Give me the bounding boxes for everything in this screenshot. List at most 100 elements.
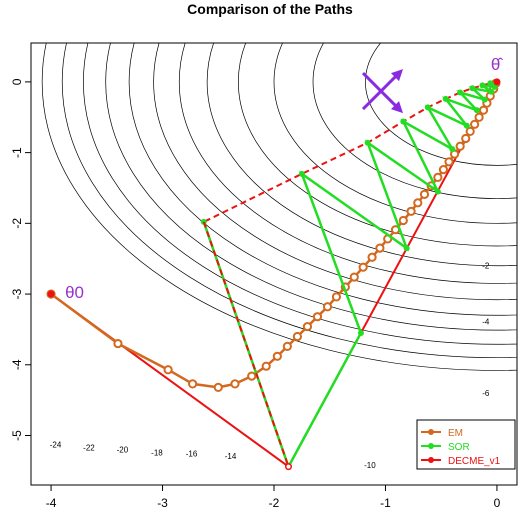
- contour-label-10: -22: [83, 443, 95, 452]
- axes: -4 -3 -2 -1 00-1-2-3-4-5: [10, 78, 501, 510]
- sor-point: [442, 95, 449, 102]
- contour-label-8: -18: [151, 448, 163, 457]
- y-tick-label: -4: [10, 359, 24, 370]
- contour-label-6: -14: [225, 452, 237, 461]
- legend-marker: [428, 429, 434, 435]
- contour-label-9: -20: [117, 445, 129, 454]
- contour-0: [365, 43, 517, 166]
- first-step-dashed: [202, 221, 290, 467]
- em-point: [247, 371, 257, 381]
- chart-title: Comparison of the Paths: [187, 1, 353, 17]
- contour-3: [238, 43, 517, 247]
- em-point: [406, 206, 416, 216]
- em-point: [478, 105, 489, 115]
- contour-9: [83, 43, 517, 345]
- contour-10: [61, 43, 517, 358]
- annotation-layer: θ0 θ̂: [65, 55, 503, 302]
- em-point: [188, 379, 198, 389]
- em-point: [419, 189, 430, 199]
- contour-label-4: -10: [364, 461, 376, 470]
- contour-8: [105, 43, 517, 331]
- contour-2: [273, 43, 517, 224]
- em-point: [358, 262, 368, 272]
- em-point: [272, 351, 282, 361]
- legend-marker: [428, 443, 434, 449]
- sor-point: [491, 83, 498, 90]
- y-tick-label: 0: [10, 78, 24, 85]
- legend-marker: [428, 457, 434, 463]
- marker-line-b: [361, 72, 401, 111]
- sor-point: [403, 245, 410, 252]
- em-point: [322, 302, 333, 312]
- em-point: [302, 321, 313, 332]
- sor-line: [202, 80, 499, 470]
- em-point: [292, 331, 303, 342]
- x-tick-label: 0: [494, 496, 501, 510]
- em-point: [455, 141, 465, 151]
- contour-6: [153, 43, 517, 300]
- em-point: [331, 292, 342, 302]
- sor-point: [449, 146, 456, 153]
- contour-label-2: -6: [482, 389, 490, 398]
- em-point: [444, 157, 454, 167]
- sor-point: [473, 107, 480, 114]
- legend-label: SOR: [448, 442, 470, 453]
- y-tick-label: -1: [10, 147, 24, 158]
- x-tick-label: -2: [269, 496, 280, 510]
- decme-dashed-line: [202, 80, 498, 467]
- plot-frame: [30, 42, 518, 486]
- y-tick-label: -2: [10, 218, 24, 229]
- sor-point: [357, 329, 364, 336]
- em-point: [433, 172, 443, 182]
- em-point: [113, 338, 123, 349]
- contour-7: [128, 43, 517, 316]
- sor-point: [457, 89, 464, 96]
- sor-point: [298, 170, 305, 177]
- y-tick-label: -3: [10, 288, 24, 299]
- x-tick-label: -4: [46, 496, 57, 510]
- em-point: [413, 198, 423, 208]
- em-point: [349, 272, 359, 282]
- x-tick-label: -1: [380, 496, 391, 510]
- start-label: θ0: [65, 283, 84, 302]
- series-layer: [46, 78, 501, 471]
- em-point: [213, 382, 223, 393]
- contour-4: [206, 43, 517, 267]
- decme-turn-mark: [286, 464, 291, 469]
- sor-point: [481, 96, 488, 103]
- em-point: [474, 112, 484, 122]
- em-point: [367, 252, 377, 262]
- em-point: [465, 126, 475, 136]
- sor-point: [469, 85, 476, 92]
- contour-11: [41, 43, 517, 371]
- decme-line: [50, 81, 498, 469]
- marker-arrow-b: [391, 69, 404, 82]
- em-point: [438, 164, 449, 175]
- contour-label-0: -2: [482, 262, 490, 271]
- em-point: [282, 341, 292, 351]
- contour-lines: -2-4-6-8-10-14-16-18-20-22-24: [41, 43, 517, 470]
- em-point: [312, 312, 323, 322]
- sor-point: [487, 80, 494, 87]
- sor-point: [400, 118, 407, 125]
- sor-point: [463, 122, 470, 129]
- legend-label: EM: [448, 428, 463, 439]
- em-point: [230, 379, 240, 389]
- em-point: [261, 361, 271, 371]
- y-tick-label: -5: [10, 430, 24, 441]
- sor-point: [424, 104, 431, 111]
- em-point: [470, 119, 480, 129]
- em-point: [398, 215, 408, 226]
- contour-5: [178, 43, 517, 284]
- contour-label-1: -4: [482, 317, 490, 326]
- em-point: [163, 365, 173, 375]
- em-point: [375, 243, 385, 253]
- end-label: θ̂: [491, 55, 503, 74]
- decme-point: [47, 290, 55, 298]
- sor-point: [488, 88, 495, 95]
- marker-arrow-a: [391, 101, 404, 114]
- legend-label: DECME_v1: [448, 456, 501, 467]
- x-tick-label: -3: [157, 496, 168, 510]
- em-point: [461, 133, 471, 144]
